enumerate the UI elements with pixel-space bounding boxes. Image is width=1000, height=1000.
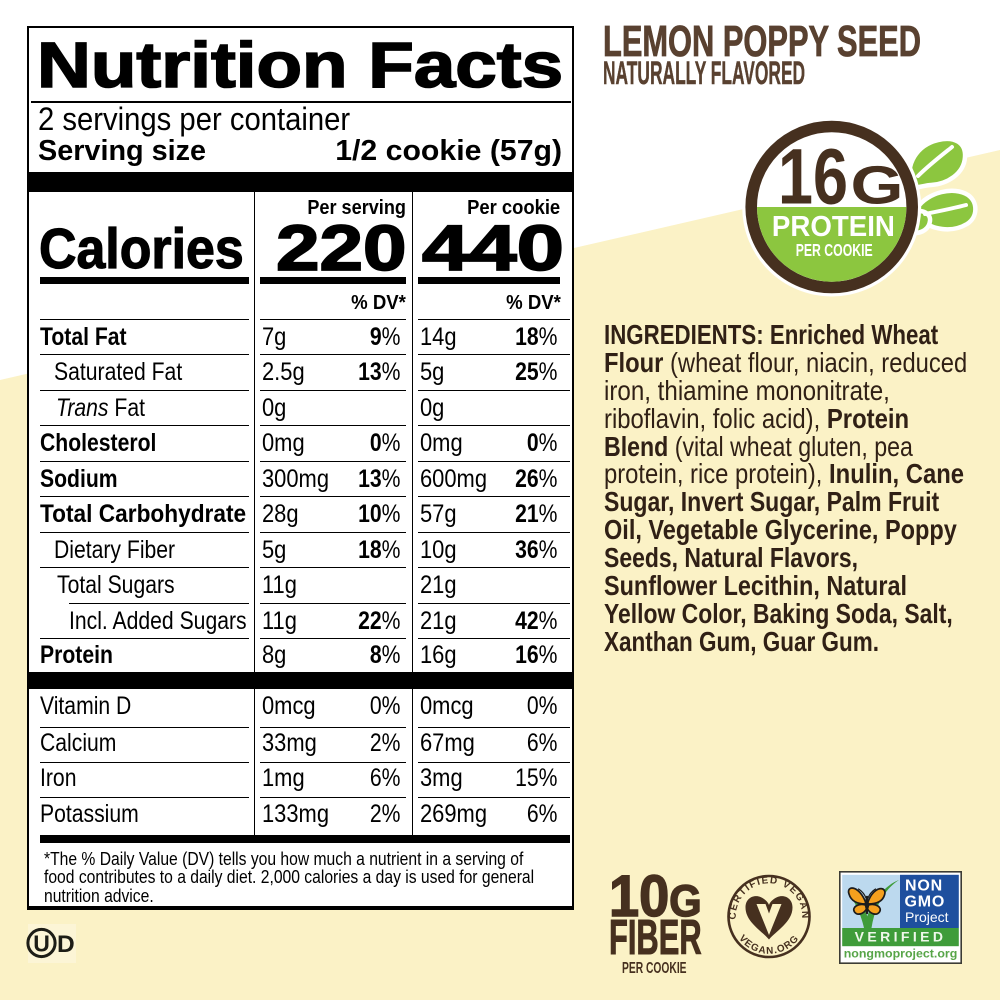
svg-text:PROTEIN: PROTEIN (772, 211, 895, 243)
svg-text:nongmoproject.org: nongmoproject.org (844, 947, 958, 961)
svg-text:D: D (57, 931, 75, 958)
svg-text:NON: NON (905, 878, 943, 895)
svg-text:VERIFIED: VERIFIED (855, 929, 947, 945)
svg-text:PER COOKIE: PER COOKIE (796, 240, 873, 260)
svg-text:G: G (851, 156, 904, 216)
svg-text:GMO: GMO (905, 894, 946, 911)
svg-text:Project: Project (905, 909, 949, 925)
svg-text:U: U (33, 931, 50, 957)
svg-text:16: 16 (778, 132, 848, 221)
